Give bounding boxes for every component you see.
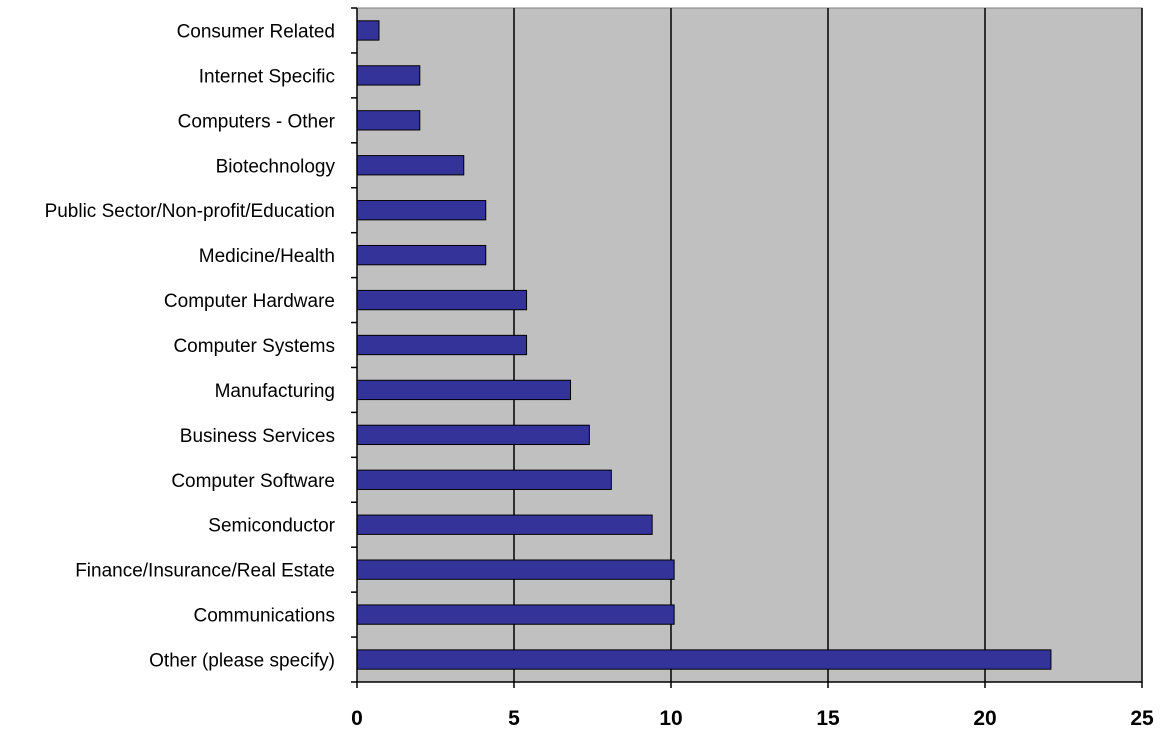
bar-8 — [356, 379, 572, 401]
category-label: Manufacturing — [215, 381, 335, 402]
category-label: Business Services — [180, 426, 335, 447]
category-label: Computer Software — [171, 471, 335, 492]
category-label: Medicine/Health — [199, 246, 335, 267]
category-label: Public Sector/Non-profit/Education — [45, 201, 335, 222]
category-label: Other (please specify) — [149, 651, 335, 672]
bar-14 — [356, 649, 1052, 670]
x-tick-label: 10 — [659, 707, 682, 730]
axes — [351, 7, 1143, 688]
category-label: Computers - Other — [178, 111, 336, 132]
bar-10 — [356, 469, 612, 490]
x-tick-label: 20 — [973, 707, 996, 730]
category-labels: Consumer Related Internet Specific Compute… — [45, 21, 336, 671]
bar-3 — [356, 155, 465, 176]
bar-13 — [356, 604, 675, 625]
category-label: Semiconductor — [208, 516, 335, 537]
bar-7 — [356, 334, 528, 356]
bar-4 — [356, 200, 487, 221]
x-tick-label: 25 — [1130, 707, 1154, 730]
category-label: Consumer Related — [177, 21, 335, 42]
bar-1 — [356, 65, 421, 86]
category-label: Computer Systems — [173, 336, 335, 357]
x-tick-label: 5 — [508, 707, 520, 730]
category-label: Communications — [194, 606, 336, 627]
category-label: Finance/Insurance/Real Estate — [75, 561, 335, 582]
bar-12 — [356, 559, 675, 580]
bar-0 — [356, 20, 380, 41]
bar-6 — [356, 289, 528, 311]
bars — [356, 20, 1052, 670]
bar-9 — [356, 424, 590, 446]
bar-5 — [356, 244, 487, 266]
bar-2 — [356, 110, 421, 131]
x-tick-labels: 0 5 10 15 20 25 — [351, 707, 1154, 730]
category-label: Internet Specific — [199, 66, 335, 87]
x-tick-label: 15 — [816, 707, 840, 730]
bar-11 — [356, 514, 653, 535]
category-label: Biotechnology — [216, 156, 336, 177]
x-tick-label: 0 — [351, 707, 363, 730]
category-label: Computer Hardware — [164, 291, 335, 312]
